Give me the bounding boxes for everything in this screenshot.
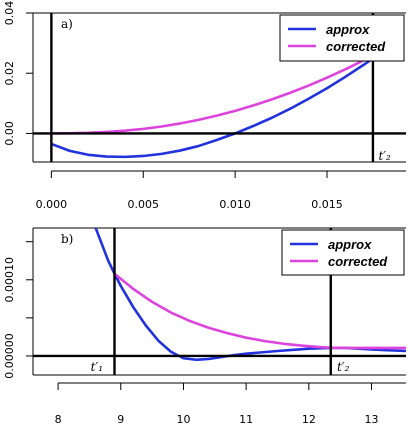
panel-a-y-tick-label: 0.00 [3,121,16,146]
panel-b-series-corrected [113,272,406,350]
panel-a-x-tick-label: 0.005 [127,198,159,211]
panel-b-x-tick-label: 13 [365,413,379,426]
panel-b-annotation: t′₁ [91,360,103,374]
panel-b-x-tick-label: 9 [117,413,124,426]
panel-b-y-tick-label: 0.00000 [3,333,16,379]
panel-b-x-tick-label: 10 [176,413,190,426]
panel-a-annotation: t′₂ [378,149,391,163]
panel-a: 0.00 0.02 0.04 0.000 0.005 0.010 0.015 a) t′₂ app… [3,1,406,211]
panel-a-legend-box [279,14,405,62]
panel-b-legend: approx corrected [281,229,405,276]
panel-b-annotation: t′₂ [337,360,350,374]
panel-a-plot-area [33,13,406,162]
panel-a-y-tick-label: 0.04 [3,1,16,26]
panel-b-y-tick-label: 0.00010 [3,257,16,303]
panel-a-legend: approx corrected [279,14,405,62]
panel-a-y-tick-label: 0.02 [3,61,16,86]
panel-b-x-tick-label: 12 [302,413,316,426]
panel-b-plot-area [33,228,406,375]
panel-a-series-corrected [51,39,402,135]
panel-a-legend-entry-corrected: corrected [326,39,386,54]
panel-b-legend-entry-approx: approx [328,237,372,252]
panel-a-series-approx [50,37,402,159]
panel-b: 0.00000 0.00010 8 9 10 11 12 13 b) t′₁ t′₂ approx co… [3,227,406,426]
panel-a-x-tick-label: 0.000 [36,198,68,211]
panel-b-legend-box [281,229,405,276]
panel-a-label: a) [61,17,73,31]
panel-b-x-tick-label: 8 [55,413,62,426]
panel-b-legend-entry-corrected: corrected [328,254,388,269]
panel-b-x-tick-label: 11 [239,413,253,426]
panel-a-x-tick-label: 0.010 [219,198,251,211]
panel-b-label: b) [61,232,73,246]
panel-a-legend-entry-approx: approx [326,22,370,37]
panel-a-x-tick-label: 0.015 [311,198,343,211]
